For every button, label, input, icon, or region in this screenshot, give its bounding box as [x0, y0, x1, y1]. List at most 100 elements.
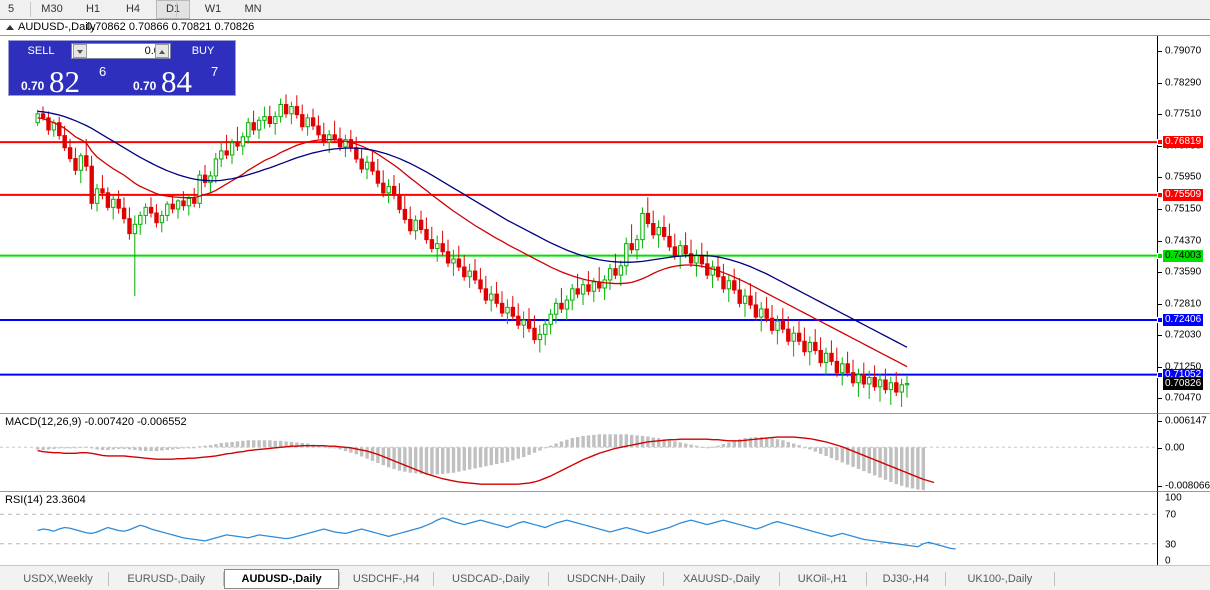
macd-scale: 0.006147 0.00 -0.008066 — [1157, 413, 1210, 492]
collapse-triangle-icon[interactable] — [6, 25, 14, 30]
timeframe-h1[interactable]: H1 — [85, 3, 101, 15]
price-level-badge[interactable]: 0.71052 — [1163, 368, 1204, 381]
symbol-tab-dj30-h4[interactable]: DJ30-,H4 — [882, 573, 930, 585]
symbol-tab-usdcnh-daily[interactable]: USDCNH-,Daily — [567, 573, 646, 585]
price-tick-label: 0.75150 — [1165, 203, 1202, 215]
price-pane[interactable] — [0, 36, 1157, 413]
price-plot — [0, 94, 1157, 407]
tab-separator — [865, 572, 867, 586]
price-tick-label: 0.72810 — [1165, 298, 1202, 310]
price-tick-label: 0.72030 — [1165, 329, 1202, 341]
chevron-down-icon — [77, 50, 83, 54]
chevron-up-icon — [159, 50, 165, 54]
tab-separator — [432, 572, 434, 586]
symbol-tab-usdx-weekly[interactable]: USDX,Weekly — [23, 573, 93, 585]
chart-title-bar: AUDUSD-,Daily 0.70862 0.70866 0.70821 0.… — [0, 20, 1210, 36]
buy-button[interactable]: BUY — [191, 45, 215, 57]
rsi-scale: 100 70 30 0 — [1157, 491, 1210, 567]
rsi-tick-label: 70 — [1165, 509, 1177, 520]
macd-plot — [0, 434, 1157, 491]
level-handle[interactable] — [1157, 252, 1163, 259]
macd-tick — [1158, 486, 1162, 487]
price-tick — [1158, 114, 1162, 116]
price-tick — [1158, 145, 1162, 147]
price-tick-label: 0.77510 — [1165, 108, 1202, 120]
rsi-tick-label: 100 — [1165, 492, 1182, 504]
level-handle[interactable] — [1157, 191, 1163, 198]
price-level-badge[interactable]: 0.70826 — [1163, 377, 1204, 390]
volume-increment-button[interactable] — [155, 44, 169, 58]
level-handle[interactable] — [1157, 139, 1163, 146]
price-tick — [1158, 209, 1162, 211]
macd-tick-label: 0.00 — [1165, 442, 1185, 454]
sell-button[interactable]: SELL — [27, 45, 55, 57]
symbol-tab-ukoil-h1[interactable]: UKOil-,H1 — [797, 573, 848, 585]
buy-price-pipette: 7 — [211, 64, 219, 79]
tab-separator — [1053, 572, 1055, 586]
macd-tick — [1158, 447, 1162, 449]
timeframe-m30[interactable]: M30 — [41, 3, 63, 15]
macd-tick-label: -0.008066 — [1165, 480, 1210, 492]
sell-price-quote[interactable]: 0.70 82 6 — [11, 63, 121, 95]
toolbar-separator — [30, 2, 31, 17]
price-tick — [1158, 240, 1162, 242]
level-handle[interactable] — [1157, 371, 1163, 378]
timeframe-5[interactable]: 5 — [7, 3, 15, 15]
symbol-tab-xauusd-daily[interactable]: XAUUSD-,Daily — [682, 573, 760, 585]
timeframe-toolbar: 5 M30 H1 H4 D1 W1 MN — [0, 0, 1210, 20]
price-tick — [1158, 335, 1162, 337]
symbol-tab-usdchf-h4[interactable]: USDCHF-,H4 — [352, 573, 420, 585]
price-level-badge[interactable]: 0.72406 — [1163, 314, 1204, 327]
symbol-tab-eurusd-daily[interactable]: EURUSD-,Daily — [127, 573, 206, 585]
price-tick-label: 0.74370 — [1165, 235, 1202, 247]
price-tick-label: 0.78290 — [1165, 77, 1202, 89]
timeframe-h4[interactable]: H4 — [125, 3, 141, 15]
buy-price-main: 84 — [161, 64, 192, 95]
timeframe-d1[interactable]: D1 — [156, 0, 190, 19]
level-handle[interactable] — [1157, 317, 1163, 324]
price-tick-label: 0.70470 — [1165, 392, 1202, 404]
chart-frame: AUDUSD-,Daily 0.70862 0.70866 0.70821 0.… — [0, 19, 1210, 583]
macd-pane[interactable]: MACD(12,26,9) -0.007420 -0.006552 — [0, 413, 1157, 491]
trade-panel-header: SELL 0.01 BUY — [9, 41, 235, 61]
sell-price-prefix: 0.70 — [21, 79, 45, 93]
price-tick-label: 0.75950 — [1165, 171, 1202, 183]
symbol-tab-uk100-daily[interactable]: UK100-,Daily — [967, 573, 1033, 585]
price-level-badge[interactable]: 0.76819 — [1163, 136, 1204, 149]
volume-decrement-button[interactable] — [73, 44, 87, 58]
price-tick-label: 0.73590 — [1165, 266, 1202, 278]
price-tick-label: 0.71250 — [1165, 361, 1202, 373]
chart-ohlc-label: 0.70862 0.70866 0.70821 0.70826 — [86, 21, 255, 33]
timeframe-mn[interactable]: MN — [244, 3, 262, 15]
macd-tick — [1158, 421, 1162, 422]
tab-separator — [945, 572, 947, 586]
symbol-tab-usdcad-daily[interactable]: USDCAD-,Daily — [452, 573, 530, 585]
tab-separator — [108, 572, 110, 586]
macd-tick-label: 0.006147 — [1165, 415, 1207, 427]
chart-symbol-label: AUDUSD-,Daily — [18, 21, 96, 33]
rsi-label: RSI(14) 23.3604 — [5, 494, 86, 506]
price-tick-label: 0.79070 — [1165, 45, 1202, 57]
price-tick — [1158, 272, 1162, 274]
price-level-badge[interactable]: 0.74003 — [1163, 249, 1204, 262]
rsi-plot — [0, 513, 1157, 550]
sell-price-pipette: 6 — [99, 64, 107, 79]
price-tick — [1158, 51, 1162, 53]
price-scale[interactable]: 0.790700.782900.775100.767300.759500.751… — [1157, 36, 1210, 413]
macd-label: MACD(12,26,9) -0.007420 -0.006552 — [5, 416, 187, 428]
price-level-badge[interactable]: 0.75509 — [1163, 188, 1204, 201]
tab-separator — [548, 572, 549, 586]
tab-separator — [338, 572, 340, 586]
rsi-tick-label: 0 — [1165, 555, 1171, 567]
sell-price-main: 82 — [49, 64, 80, 95]
price-tick — [1158, 303, 1162, 305]
rsi-pane[interactable]: RSI(14) 23.3604 — [0, 491, 1157, 566]
price-tick — [1158, 366, 1162, 368]
price-tick — [1158, 398, 1162, 400]
timeframe-w1[interactable]: W1 — [204, 3, 222, 15]
buy-price-quote[interactable]: 0.70 84 7 — [123, 63, 233, 95]
tab-separator — [223, 572, 225, 586]
one-click-trading-panel[interactable]: SELL 0.01 BUY 0.70 82 6 0.70 84 7 — [8, 40, 236, 96]
symbol-tab-audusd-daily[interactable]: AUDUSD-,Daily — [224, 569, 339, 589]
